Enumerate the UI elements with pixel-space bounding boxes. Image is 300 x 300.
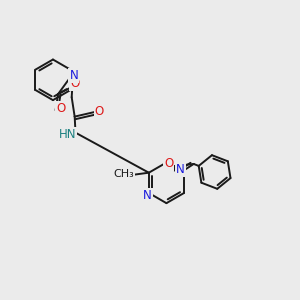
Text: O: O — [164, 157, 173, 169]
Text: CH₃: CH₃ — [113, 169, 134, 179]
Text: O: O — [56, 102, 66, 115]
Text: O: O — [95, 105, 104, 118]
Text: N: N — [176, 163, 185, 176]
Text: O: O — [70, 77, 79, 91]
Text: HN: HN — [58, 128, 76, 141]
Text: N: N — [69, 69, 78, 82]
Text: N: N — [143, 189, 152, 202]
